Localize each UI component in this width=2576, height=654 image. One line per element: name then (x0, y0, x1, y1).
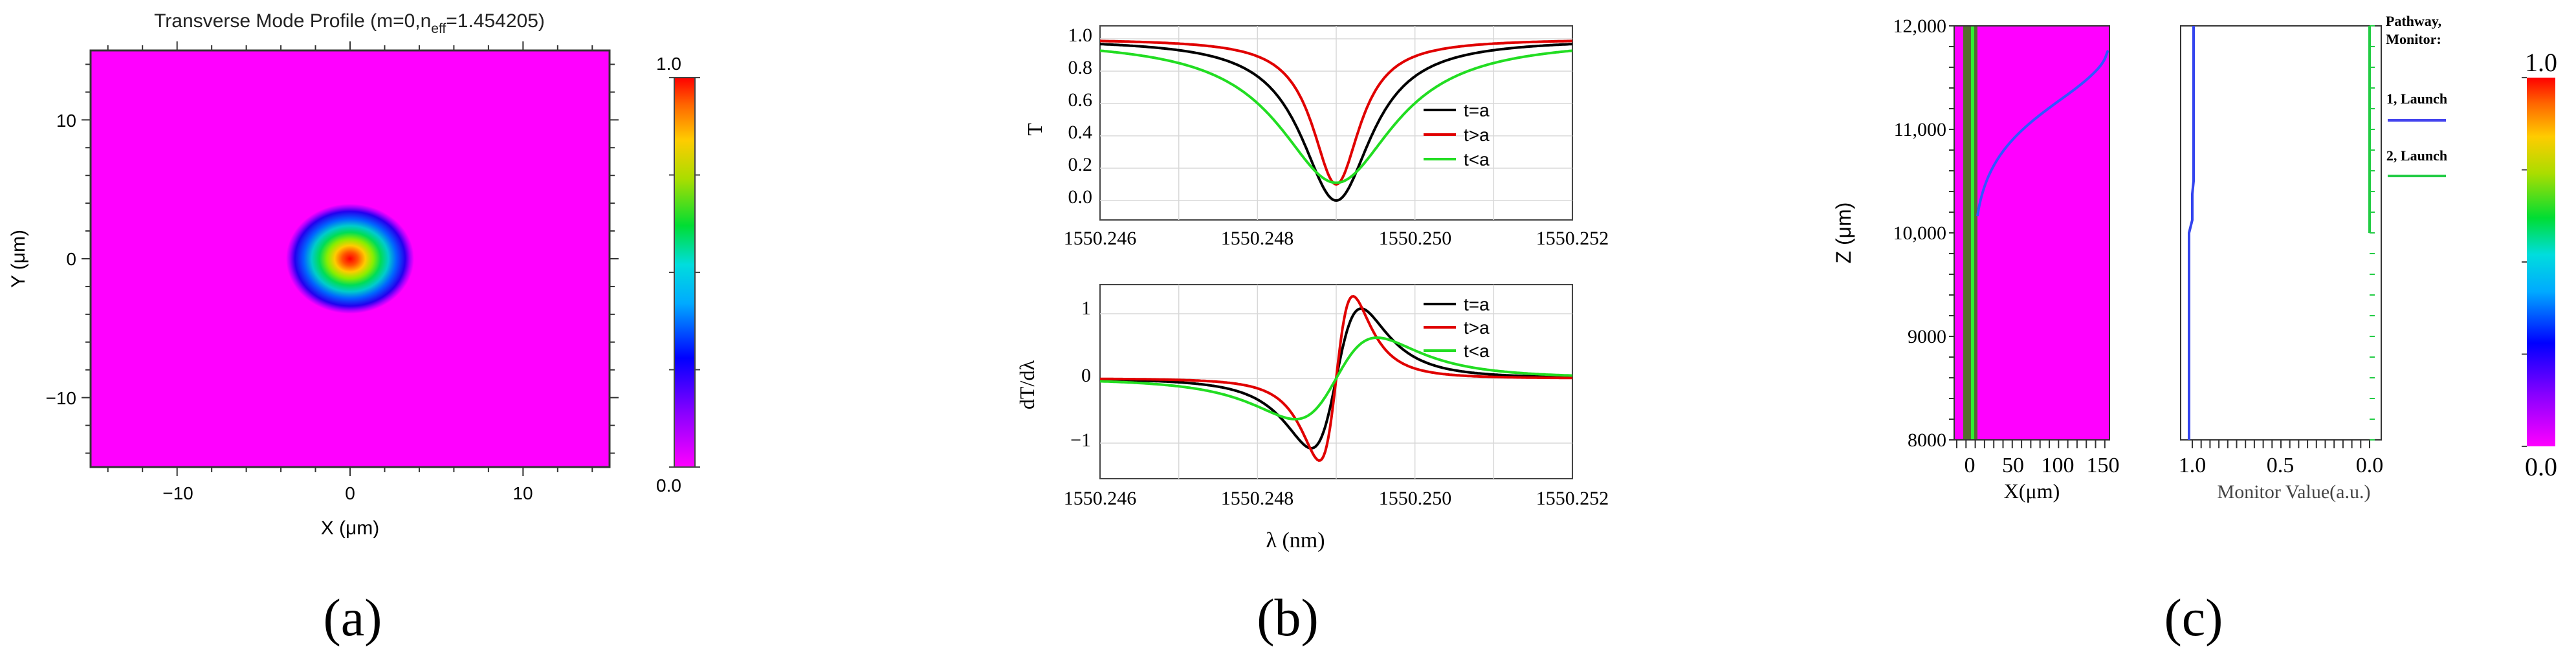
mode-x-tick: −10 (162, 483, 193, 503)
propagation-colorbar-max: 1.0 (2525, 48, 2557, 77)
mode-y-tick: −10 (46, 388, 77, 408)
monitor-x-tick: 0.5 (2267, 453, 2295, 477)
transmission-curve-t>a (1100, 39, 1572, 186)
legend-label: t=a (1464, 100, 1490, 120)
propagation-colorbar (2527, 78, 2555, 446)
propagation-x-tick: 100 (2042, 453, 2075, 477)
mode-colorbar-min: 0.0 (656, 475, 681, 496)
propagation-axis-ticks (1949, 25, 2106, 448)
transmission-legend: t=a t>a t<a (1424, 100, 1490, 169)
propagation-y-tick: 12,000 (1893, 16, 1947, 37)
monitor-legend-title: Pathway, Monitor: (2386, 13, 2441, 47)
mode-spot (286, 204, 414, 314)
derivative-curve-t<a (1099, 336, 1573, 421)
propagation-x-tick: 0 (1965, 453, 1976, 477)
transmission-gridlines (1100, 26, 1572, 220)
propagation-x-tick: 150 (2087, 453, 2120, 477)
monitor-x-tick: 0.0 (2356, 453, 2384, 477)
monitor-legend-item-2: 2, Launch (2386, 147, 2447, 164)
propagation-y-tick: 9000 (1908, 326, 1946, 347)
mode-colorbar (674, 78, 695, 467)
transmission-curves (1099, 39, 1573, 202)
caption-b: (b) (1257, 588, 1319, 647)
transmission-y-tick: 0.4 (1068, 122, 1093, 143)
mode-y-tick: 0 (66, 249, 76, 269)
transmission-x-tick: 1550.248 (1221, 228, 1294, 249)
mode-x-tick: 10 (512, 483, 533, 503)
propagation-colorbar-min: 0.0 (2525, 452, 2557, 481)
propagation-x-tick: 50 (2002, 453, 2024, 477)
legend-label: t<a (1464, 341, 1490, 361)
transmission-y-tick: 0.2 (1068, 154, 1093, 175)
transmission-x-tick: 1550.252 (1536, 228, 1609, 249)
derivative-y-tick: 1 (1081, 298, 1091, 319)
transmission-curve-t<a (1099, 49, 1573, 184)
derivative-y-tick: −1 (1070, 430, 1091, 451)
derivative-y-tick: 0 (1081, 365, 1091, 386)
monitor-plot-frame (2180, 25, 2382, 441)
legend-label: t>a (1464, 125, 1490, 145)
propagation-colorbar-ticks (2522, 77, 2527, 447)
mode-colorbar-max: 1.0 (656, 54, 681, 74)
transmission-curve-t=a (1099, 43, 1573, 202)
mode-y-tick: 10 (56, 111, 76, 131)
panel-a-title: Transverse Mode Profile (m=0,neff=1.4542… (154, 10, 545, 36)
derivative-y-label: dT/dλ (1015, 360, 1039, 409)
caption-c: (c) (2164, 588, 2223, 647)
propagation-y-tick: 8000 (1908, 430, 1946, 451)
propagation-y-tick: 10,000 (1893, 223, 1947, 244)
transmission-x-tick: 1550.250 (1379, 228, 1452, 249)
derivative-x-tick: 1550.250 (1379, 488, 1452, 509)
derivative-legend: t=a t>a t<a (1424, 294, 1490, 361)
propagation-y-tick: 11,000 (1894, 119, 1946, 140)
monitor-x-tick: 1.0 (2179, 453, 2207, 477)
propagation-branch-curve (1976, 49, 2109, 217)
monitor-legend-item-1: 1, Launch (2386, 91, 2447, 107)
derivative-x-tick: 1550.252 (1536, 488, 1609, 509)
wavelength-x-label: λ (nm) (1266, 529, 1325, 552)
transmission-y-tick: 0.0 (1068, 186, 1093, 208)
legend-label: t>a (1464, 318, 1490, 338)
transmission-y-label: T (1023, 123, 1046, 136)
mode-x-tick: 0 (345, 483, 355, 503)
panel-c: 12,000 11,000 10,000 9000 8000 Z (μm) 0 … (1832, 13, 2557, 503)
monitor-x-label: Monitor Value(a.u.) (2218, 481, 2371, 503)
transmission-y-tick: 1.0 (1068, 25, 1093, 46)
propagation-x-label: X(μm) (2004, 479, 2060, 503)
legend-label: t=a (1464, 294, 1490, 314)
panel-b: t=a t>a t<a 1.0 0.8 0.6 0.4 0.2 0.0 1550.2… (1015, 25, 1609, 552)
propagation-plot-area (1954, 26, 2109, 440)
panel-a: Transverse Mode Profile (m=0,neff=1.4542… (8, 10, 700, 539)
transmission-y-tick: 0.8 (1068, 57, 1093, 78)
derivative-x-tick: 1550.246 (1064, 488, 1137, 509)
mode-x-label: X (μm) (321, 518, 380, 539)
mode-axis-ticks (82, 41, 619, 476)
transmission-y-tick: 0.6 (1068, 89, 1093, 111)
mode-y-label: Y (μm) (8, 230, 29, 288)
waveguide-core (1963, 26, 1977, 440)
waveguide-core-highlight (1971, 26, 1974, 440)
monitor-axis-ticks (2192, 25, 2375, 448)
mode-colorbar-ticks (669, 77, 700, 468)
derivative-x-tick: 1550.248 (1221, 488, 1294, 509)
propagation-y-label: Z (μm) (1832, 202, 1855, 264)
legend-label: t<a (1464, 149, 1490, 169)
derivative-curves (1099, 295, 1573, 462)
transmission-x-tick: 1550.246 (1064, 228, 1137, 249)
caption-a: (a) (323, 588, 382, 647)
monitor-trace-launch-1 (2188, 26, 2195, 440)
